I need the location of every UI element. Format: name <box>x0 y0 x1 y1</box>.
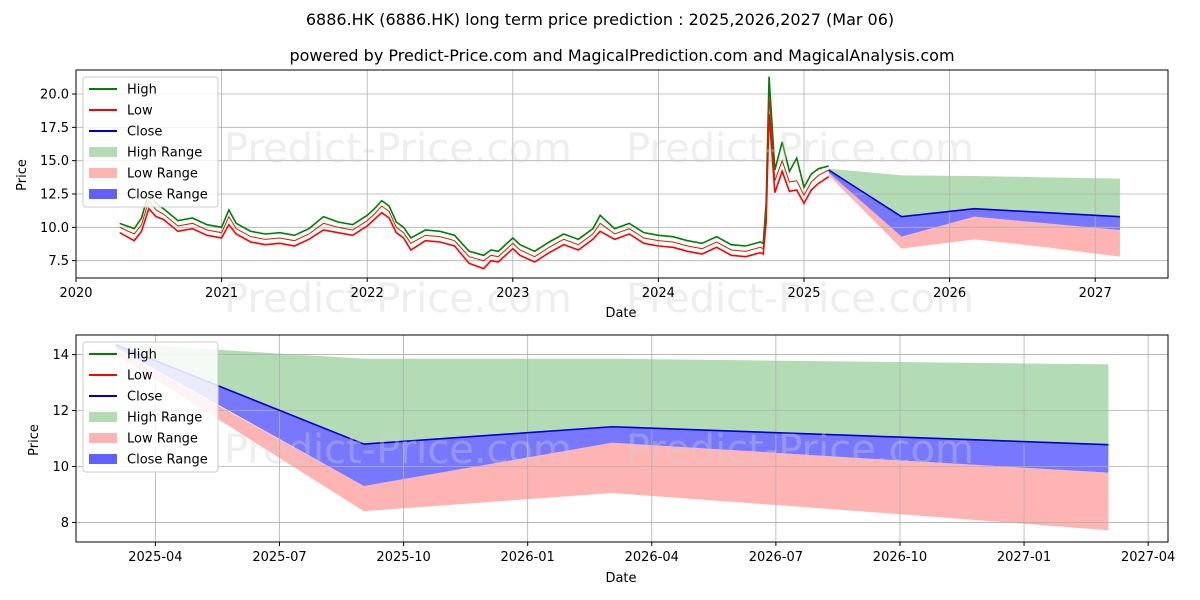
watermark-top-4: Predict-Price.com <box>626 276 974 322</box>
top-x-tick-label: 2025 <box>787 286 820 301</box>
watermark-bottom-2: Predict-Price.com <box>626 427 974 473</box>
bottom-plot-frame <box>75 334 1169 543</box>
bottom-legend-label-high: High <box>127 348 157 363</box>
bottom-legend-label-close-range: Close Range <box>127 453 208 468</box>
top-legend-label-close: Close <box>127 125 162 140</box>
bottom-legend-label-close: Close <box>127 390 162 405</box>
bottom-legend-swatch-low-range <box>89 433 117 443</box>
bottom-low-range-band <box>115 348 1109 531</box>
top-plot-frame <box>75 69 1169 279</box>
top-y-tick-label: 17.5 <box>40 121 69 136</box>
bottom-x-tick-label: 2025-04 <box>128 550 182 565</box>
chart-subtitle: powered by Predict-Price.com and Magical… <box>289 46 954 65</box>
top-x-tick-label: 2021 <box>205 286 238 301</box>
top-x-tick-label: 2027 <box>1079 286 1112 301</box>
bottom-legend-swatch-close-range <box>89 454 117 464</box>
watermark-top-2: Predict-Price.com <box>626 126 974 172</box>
bottom-legend-label-low: Low <box>127 369 153 384</box>
bottom-close-forecast-line <box>115 344 1109 446</box>
top-plot: Predict-Price.com Predict-Price.com Pred… <box>15 69 1169 322</box>
watermark-bottom-1: Predict-Price.com <box>224 427 572 473</box>
bottom-y-axis-label: Price <box>27 424 42 456</box>
bottom-high-range-band <box>115 343 1109 445</box>
bottom-x-tick-label: 2026-04 <box>625 550 679 565</box>
top-high-range-band <box>828 168 1120 217</box>
top-legend-swatch-high-range <box>89 147 117 157</box>
bottom-legend: High Low Close High Range Low Range Close Ran… <box>82 341 219 473</box>
bottom-y-tick-label: 14 <box>52 348 69 363</box>
bottom-legend-swatch-high-range <box>89 412 117 422</box>
top-y-tick-label: 7.5 <box>48 254 69 269</box>
top-legend-label-low-range: Low Range <box>127 167 198 182</box>
bottom-x-tick-label: 2026-01 <box>501 550 555 565</box>
bottom-legend-label-low-range: Low Range <box>127 432 198 447</box>
bottom-x-tick-label: 2027-01 <box>997 550 1051 565</box>
top-legend-swatch-low-range <box>89 168 117 178</box>
top-legend-swatch-close-range <box>89 189 117 199</box>
bottom-x-axis-label: Date <box>605 571 636 586</box>
bottom-x-tick-label: 2027-04 <box>1121 550 1175 565</box>
top-x-axis-label: Date <box>605 306 636 321</box>
top-x-tick-label: 2022 <box>351 286 384 301</box>
top-x-tick-label: 2024 <box>642 286 675 301</box>
bottom-y-tick-label: 12 <box>52 404 69 419</box>
bottom-close-range-band <box>115 344 1109 487</box>
bottom-x-tick-label: 2026-10 <box>873 550 927 565</box>
top-y-axis-label: Price <box>15 159 30 191</box>
bottom-x-tick-label: 2025-07 <box>252 550 306 565</box>
top-low-range-band <box>828 172 1120 257</box>
top-x-tick-label: 2023 <box>496 286 529 301</box>
top-legend-label-high: High <box>127 83 157 98</box>
bottom-y-tick-label: 10 <box>52 460 69 475</box>
watermark-top-1: Predict-Price.com <box>224 126 572 172</box>
top-close-forecast-line <box>828 169 1120 218</box>
top-low-line <box>119 113 830 270</box>
chart-title: 6886.HK (6886.HK) long term price predic… <box>306 10 894 29</box>
top-legend-label-close-range: Close Range <box>127 188 208 203</box>
top-x-tick-label: 2026 <box>933 286 966 301</box>
top-legend-label-low: Low <box>127 104 153 119</box>
top-history-close-line <box>119 96 829 262</box>
top-y-tick-label: 15.0 <box>40 154 69 169</box>
top-legend-label-high-range: High Range <box>127 146 202 161</box>
bottom-x-tick-label: 2026-07 <box>749 550 803 565</box>
bottom-x-tick-label: 2025-10 <box>376 550 430 565</box>
bottom-y-tick-label: 8 <box>61 516 69 531</box>
top-y-tick-label: 10.0 <box>40 221 69 236</box>
top-x-tick-label: 2020 <box>59 286 92 301</box>
top-y-tick-label: 12.5 <box>40 188 69 203</box>
top-high-line <box>119 76 829 257</box>
top-legend: High Low Close High Range Low Range Close Ran… <box>82 76 219 208</box>
bottom-plot: Predict-Price.com Predict-Price.com 2025… <box>27 334 1175 586</box>
bottom-legend-label-high-range: High Range <box>127 411 202 426</box>
watermark-top-3: Predict-Price.com <box>224 276 572 322</box>
top-y-tick-label: 20.0 <box>40 88 69 103</box>
top-close-range-band <box>828 170 1120 237</box>
